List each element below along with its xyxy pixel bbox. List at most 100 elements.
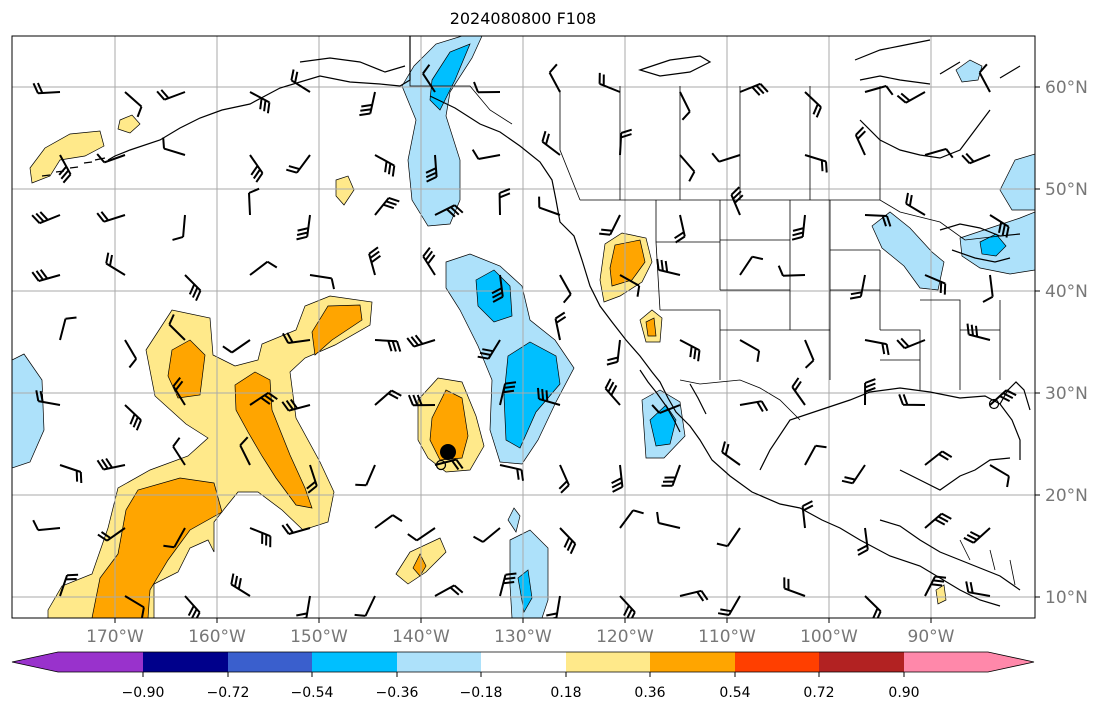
wind-barb [355,464,376,487]
wind-barb [730,186,744,216]
canadian-arctic-island [638,55,712,77]
wind-barb [124,91,143,118]
wind-barb [407,394,436,407]
neg-region-lower-core [517,569,533,614]
baja-peninsula [639,369,707,433]
wind-barb [249,391,278,406]
wind-barb [168,314,186,341]
wind-barb [711,152,741,163]
wind-barb [249,527,272,548]
wind-barb [896,91,926,104]
pos-region-sw-core [645,317,657,337]
wind-barb [230,573,251,597]
wind-barb [559,527,577,555]
wind-barb [374,389,402,406]
colorbar-cell [481,652,566,672]
wind-barb [801,500,814,529]
wind-barb [96,457,126,471]
wind-barb [554,311,567,341]
wind-barb [599,214,621,236]
wind-barb [739,339,761,362]
pos-region-small-2 [335,175,355,206]
florida [999,381,1031,411]
lon-label: 130°W [494,627,552,647]
colorbar-label: −0.18 [460,685,503,701]
wind-barb [963,527,991,544]
us-state-lines [655,200,1001,390]
small-center-marker [988,398,1000,410]
wind-barb [841,464,866,485]
colorbar-label: 0.72 [803,685,834,701]
wind-barb [184,595,201,618]
wind-barb [32,82,61,95]
wind-barb [59,573,79,597]
wind-barb [286,154,311,174]
wind-barb [924,575,947,597]
wind-barb [96,153,126,164]
aleutian-islands [41,157,106,177]
wind-barb [679,339,701,362]
wind-barb [651,404,681,415]
us-mexico-border [679,379,801,421]
wind-barb [791,377,806,406]
colorbar-label: 0.36 [634,685,665,701]
wind-barb [163,527,186,549]
wind-barb [422,246,436,276]
wind-barb [606,339,621,366]
political-borders [409,36,1016,586]
wind-barb [619,595,636,618]
wind-barb [156,89,186,101]
colorbar-tick-labels: −0.90 −0.72 −0.54 −0.36 −0.18 0.18 0.36 … [122,685,920,701]
wind-barb [924,512,952,529]
neg-region-baja-core [649,404,677,447]
wind-barb [296,595,311,618]
wind-barb [374,514,403,529]
wind-barb [249,91,271,114]
wind-barb [558,464,570,494]
neg-region-hudson [999,153,1035,211]
longitude-labels: 170°W 160°W 150°W 140°W 130°W 120°W 110°… [86,627,955,647]
central-america-borders [959,539,1016,586]
wind-barb [281,398,311,412]
wind-barb [674,214,686,244]
colorbar-label: −0.36 [376,685,419,701]
colorbar-cell [143,652,228,672]
neg-region-great-lakes-core [979,233,1007,257]
wind-barb [96,211,126,223]
map-title: 2024080800 F108 [449,9,597,28]
wind-barb [499,381,517,406]
lat-label: 60°N [1045,78,1088,98]
alaska-canada-border [409,36,513,125]
wind-barb [783,577,806,597]
wind-barb [679,589,709,602]
pos-region-small-1 [117,114,141,134]
lat-label: 50°N [1045,180,1088,200]
wind-barb [97,527,126,542]
wind-barb [374,339,402,352]
colorbar-cell [650,652,735,672]
wind-barb [31,269,61,282]
colorbar-label: 0.54 [719,685,750,701]
solid-center-marker [440,444,456,460]
wind-barb [35,390,61,406]
pacific-coast [429,95,1001,607]
wind-barb [611,464,624,493]
wind-barb [124,339,138,369]
wind-barb [473,81,501,94]
wind-barb [368,246,381,276]
lon-label: 140°W [392,627,450,647]
wind-barb [777,265,806,277]
wind-barb [434,584,464,597]
wind-barb [905,192,926,216]
wind-barb [965,581,991,597]
wind-barb [249,154,264,183]
wind-barb [105,252,126,276]
axis-ticks [114,86,1040,623]
lat-label: 10°N [1045,588,1088,608]
wind-barb [978,63,991,93]
lat-label: 40°N [1045,282,1088,302]
colorbar-cell [312,652,397,672]
wind-barb [309,274,335,290]
wind-barb [896,337,926,350]
wind-barb [491,274,504,303]
